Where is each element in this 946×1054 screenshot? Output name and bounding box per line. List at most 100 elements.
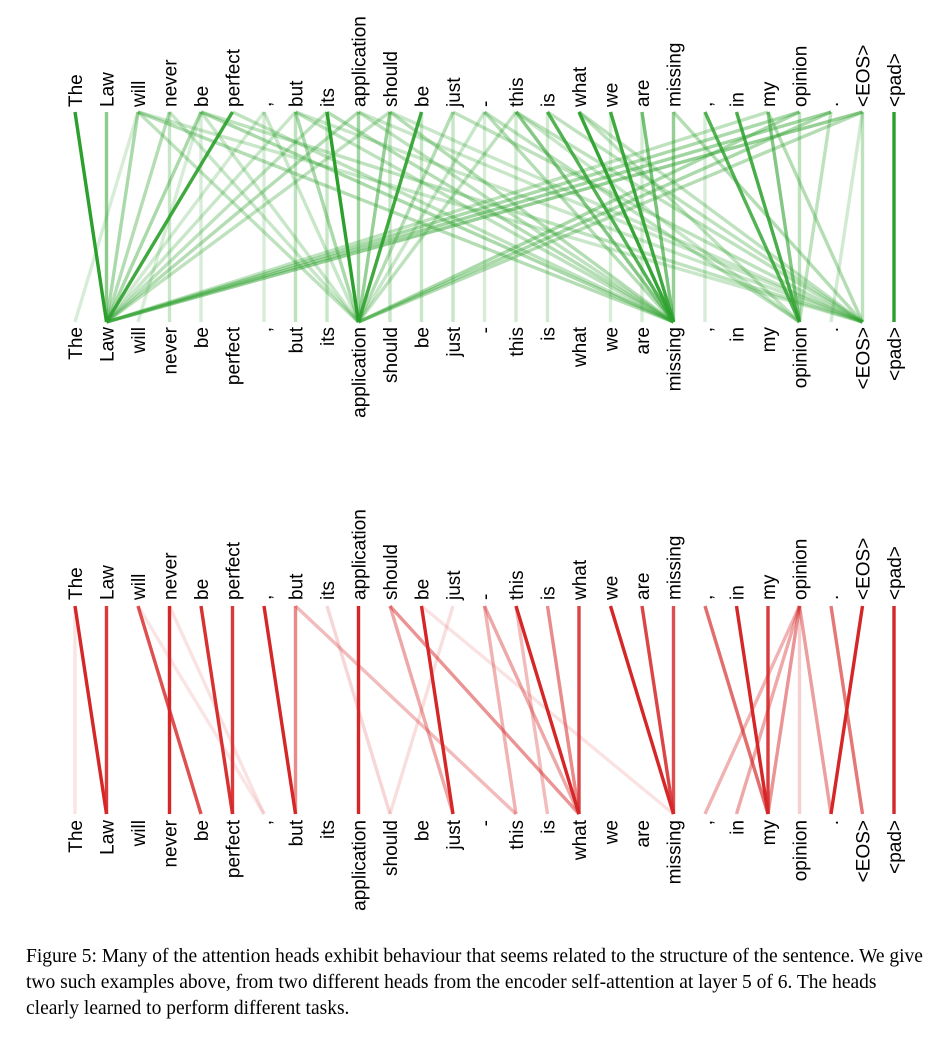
green-attention-edge — [293, 111, 361, 323]
green-bottom-token-label: , — [696, 327, 717, 332]
red-bottom-token-label: <EOS> — [854, 820, 875, 882]
red-bottom-token-label: should — [381, 820, 402, 876]
green-bottom-token-label: will — [129, 327, 150, 354]
green-attention-edge — [577, 110, 864, 324]
red-top-token-label: The — [66, 567, 87, 600]
green-attention-edge — [388, 110, 675, 324]
green-attention-edge — [766, 111, 802, 323]
green-attention-edge — [200, 110, 675, 324]
red-top-token-label: <pad> — [885, 546, 906, 600]
green-attention-edge — [294, 110, 864, 324]
red-attention-edge — [199, 605, 235, 815]
attention-figure: TheTheLawLawwillwillneverneverbebeperfec… — [66, 16, 906, 911]
green-bottom-token-label: never — [161, 326, 182, 374]
green-attention-edge — [105, 111, 234, 323]
green-attention-edge — [168, 110, 360, 324]
green-top-token-label: in — [728, 92, 749, 107]
green-attention-edge — [137, 110, 675, 324]
green-attention-edge — [703, 111, 802, 323]
figure-caption: Figure 5: Many of the attention heads ex… — [26, 946, 923, 1019]
red-attention-edge — [514, 605, 550, 815]
red-top-token-label: . — [822, 595, 843, 600]
green-attention-edge — [608, 111, 676, 323]
green-bottom-token-label: my — [759, 327, 780, 353]
green-top-token-label: perfect — [224, 48, 245, 107]
green-top-token-label: - — [476, 101, 497, 107]
red-attention-edge — [294, 604, 518, 816]
green-bottom-token-label: just — [444, 326, 465, 357]
green-top-token-label: , — [696, 102, 717, 107]
red-bottom-token-label: my — [759, 820, 780, 846]
red-bottom-token-label: application — [350, 820, 371, 911]
green-top-token-label: be — [192, 86, 213, 107]
red-bottom-token-label: in — [728, 820, 749, 835]
red-top-token-label: , — [696, 595, 717, 600]
green-attention-edge — [231, 110, 675, 324]
green-bottom-token-label: this — [507, 327, 528, 357]
green-attention-edge — [104, 111, 172, 323]
green-bottom-token-label: is — [539, 327, 560, 341]
green-bottom-token-label: be — [413, 327, 434, 348]
red-bottom-token-label: , — [255, 820, 276, 825]
red-bottom-token-label: The — [66, 820, 87, 853]
green-top-token-label: should — [381, 51, 402, 107]
red-attention-edge — [388, 604, 581, 816]
red-attention-edge — [419, 605, 455, 815]
green-top-token-label: but — [287, 80, 308, 107]
green-attention-edge — [357, 111, 486, 323]
green-bottom-token-label: its — [318, 327, 339, 346]
red-attention-edge — [703, 605, 770, 815]
red-top-token-label: but — [287, 573, 308, 600]
red-top-token-label: , — [255, 595, 276, 600]
red-top-token-label: my — [759, 574, 780, 600]
green-attention-edge — [106, 110, 863, 324]
green-top-token-label: we — [602, 83, 623, 108]
green-attention-edge — [137, 110, 863, 324]
green-attention-edge — [104, 111, 203, 323]
green-bottom-token-label: opinion — [791, 327, 812, 388]
green-bottom-token-label: are — [633, 327, 654, 354]
green-attention-edge — [105, 110, 266, 324]
red-bottom-token-label: <pad> — [885, 820, 906, 874]
red-attention-edge — [545, 605, 581, 815]
red-top-token-label: opinion — [791, 539, 812, 600]
green-top-token-label: never — [161, 59, 182, 107]
green-top-token-label: just — [444, 77, 465, 108]
red-top-token-label: will — [129, 574, 150, 601]
green-top-token-label: <EOS> — [854, 45, 875, 107]
green-top-token-label: Law — [98, 72, 119, 107]
red-bottom-token-label: - — [476, 820, 497, 826]
red-bottom-token-label: . — [822, 820, 843, 825]
green-top-token-label: missing — [665, 43, 686, 107]
red-top-token-label: are — [633, 573, 654, 600]
green-attention-edge — [200, 110, 864, 324]
red-top-token-label: <EOS> — [854, 538, 875, 600]
green-bottom-token-label: what — [570, 326, 591, 368]
green-attention-edge — [577, 110, 801, 324]
red-attention-edge — [482, 605, 581, 815]
green-attention-edge — [515, 110, 864, 324]
green-bottom-token-label: should — [381, 327, 402, 383]
green-attention-edge — [106, 110, 832, 324]
green-top-token-label: are — [633, 80, 654, 107]
red-top-token-label: missing — [665, 536, 686, 600]
green-attention-edge — [640, 111, 676, 323]
red-top-token-label: should — [381, 544, 402, 600]
red-attention-edge — [797, 605, 833, 815]
red-top-token-label: application — [350, 509, 371, 600]
red-attention-edge — [734, 605, 770, 815]
green-attention-edge — [829, 111, 865, 323]
red-bottom-token-label: perfect — [224, 819, 245, 878]
green-attention-edge — [766, 111, 865, 323]
green-attention-edge — [326, 110, 675, 324]
green-attention-edge — [546, 110, 864, 324]
green-attention-edge — [734, 111, 802, 323]
green-attention-edge — [73, 111, 109, 323]
green-bottom-token-label: <pad> — [885, 327, 906, 381]
red-attention-edge — [829, 605, 865, 815]
green-attention-edge — [136, 110, 360, 324]
red-attention-edge — [388, 605, 455, 815]
green-attention-edge — [356, 111, 392, 323]
green-top-token-label: its — [318, 88, 339, 107]
red-bottom-token-label: never — [161, 819, 182, 867]
